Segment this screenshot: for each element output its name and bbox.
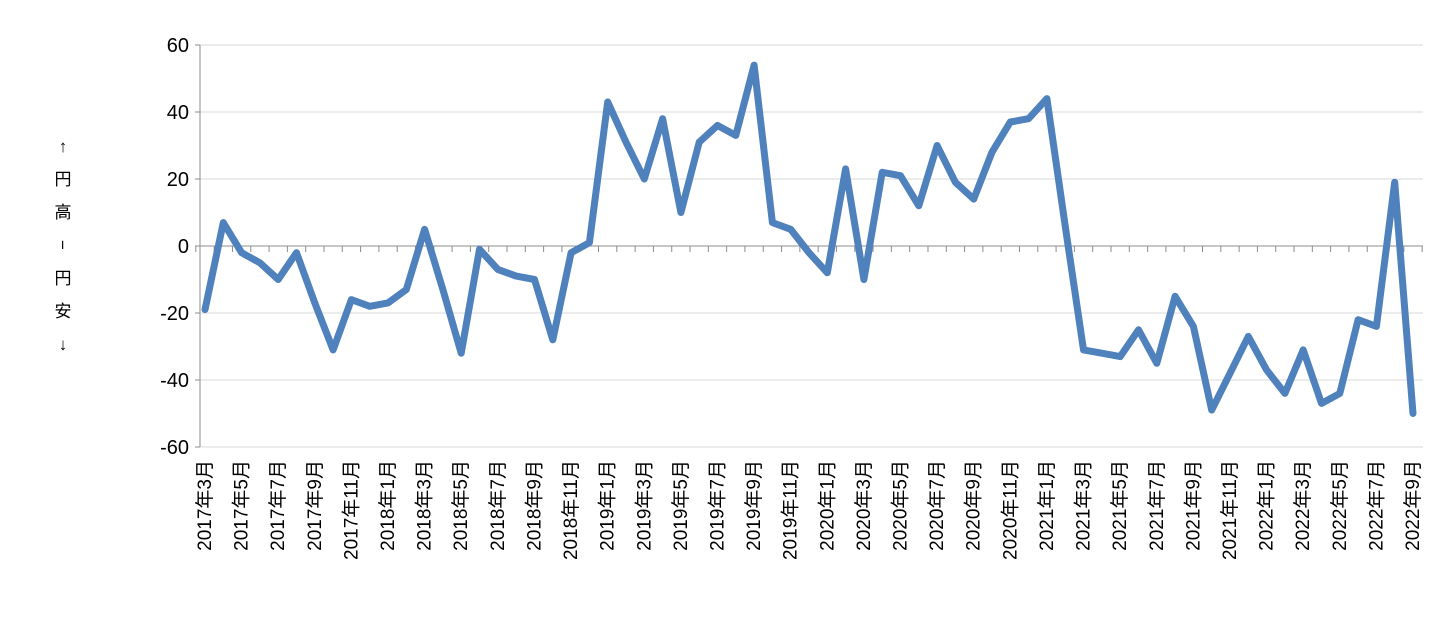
x-tick-label: 2020年7月 — [926, 460, 948, 551]
y-tick-label: 20 — [167, 169, 189, 191]
data-line — [201, 61, 1417, 417]
y-axis-title-char: 安 — [55, 302, 72, 321]
x-tick-label: 2019年9月 — [743, 460, 765, 551]
x-tick-label: 2022年7月 — [1365, 460, 1387, 551]
x-tick-label: 2019年1月 — [597, 460, 619, 551]
x-tick-label: 2018年11月 — [560, 460, 582, 560]
x-axis — [195, 245, 1423, 252]
x-tick-label: 2020年3月 — [853, 460, 875, 551]
y-axis-title-char: 高 — [55, 203, 72, 222]
x-tick-label: 2020年1月 — [816, 460, 838, 551]
x-tick-label: 2017年11月 — [340, 460, 362, 560]
x-tick-label: 2018年3月 — [414, 460, 436, 551]
y-tick-label: -60 — [160, 437, 189, 459]
x-tick-label: 2018年7月 — [487, 460, 509, 551]
y-axis-title-char: 円 — [55, 170, 72, 189]
y-axis-title-char: ↑ — [59, 137, 68, 156]
x-tick-label: 2021年5月 — [1109, 460, 1131, 551]
x-tick-label: 2020年11月 — [999, 460, 1021, 560]
y-tick-label: -40 — [160, 370, 189, 392]
x-tick-label: 2021年11月 — [1219, 460, 1241, 560]
x-tick-label: 2021年7月 — [1146, 460, 1168, 551]
x-tick-label: 2021年1月 — [1036, 460, 1058, 551]
x-tick-label: 2017年5月 — [231, 460, 253, 551]
y-axis-title-char: − — [53, 240, 72, 250]
y-tick-label: -20 — [160, 303, 189, 325]
x-tick-label: 2019年5月 — [670, 460, 692, 551]
x-tick-label: 2017年7月 — [267, 460, 289, 551]
y-axis-title-char: ↓ — [59, 335, 68, 354]
y-tick-label: 40 — [167, 102, 189, 124]
x-tick-label: 2019年7月 — [706, 460, 728, 551]
x-tick-label: 2017年3月 — [194, 460, 216, 551]
x-tick-label: 2021年3月 — [1073, 460, 1095, 551]
x-tick-label: 2022年3月 — [1292, 460, 1314, 551]
y-tick-label: 0 — [178, 236, 189, 258]
x-tick-labels: 2017年3月 2017年5月 2017年7月 2017年9月 2017年11月 2018… — [194, 460, 1424, 560]
x-tick-label: 2020年9月 — [963, 460, 985, 551]
y-axis-title: ↑円高−円安↓ — [53, 137, 72, 354]
x-tick-label: 2018年9月 — [523, 460, 545, 551]
x-tick-label: 2021年9月 — [1182, 460, 1204, 551]
y-tick-label: 60 — [167, 35, 189, 57]
y-axis-title-char: 円 — [55, 269, 72, 288]
x-tick-label: 2020年5月 — [890, 460, 912, 551]
x-tick-label: 2022年9月 — [1402, 460, 1424, 551]
x-tick-label: 2019年3月 — [633, 460, 655, 551]
x-tick-label: 2018年5月 — [450, 460, 472, 551]
x-tick-label: 2019年11月 — [780, 460, 802, 560]
x-tick-label: 2018年1月 — [377, 460, 399, 551]
x-tick-label: 2022年1月 — [1256, 460, 1278, 551]
gridlines — [200, 44, 1423, 448]
x-tick-label: 2022年5月 — [1329, 460, 1351, 551]
x-tick-label: 2017年9月 — [304, 460, 326, 551]
y-tick-labels: 60 40 20 0 -20 -40 -60 — [160, 35, 189, 459]
